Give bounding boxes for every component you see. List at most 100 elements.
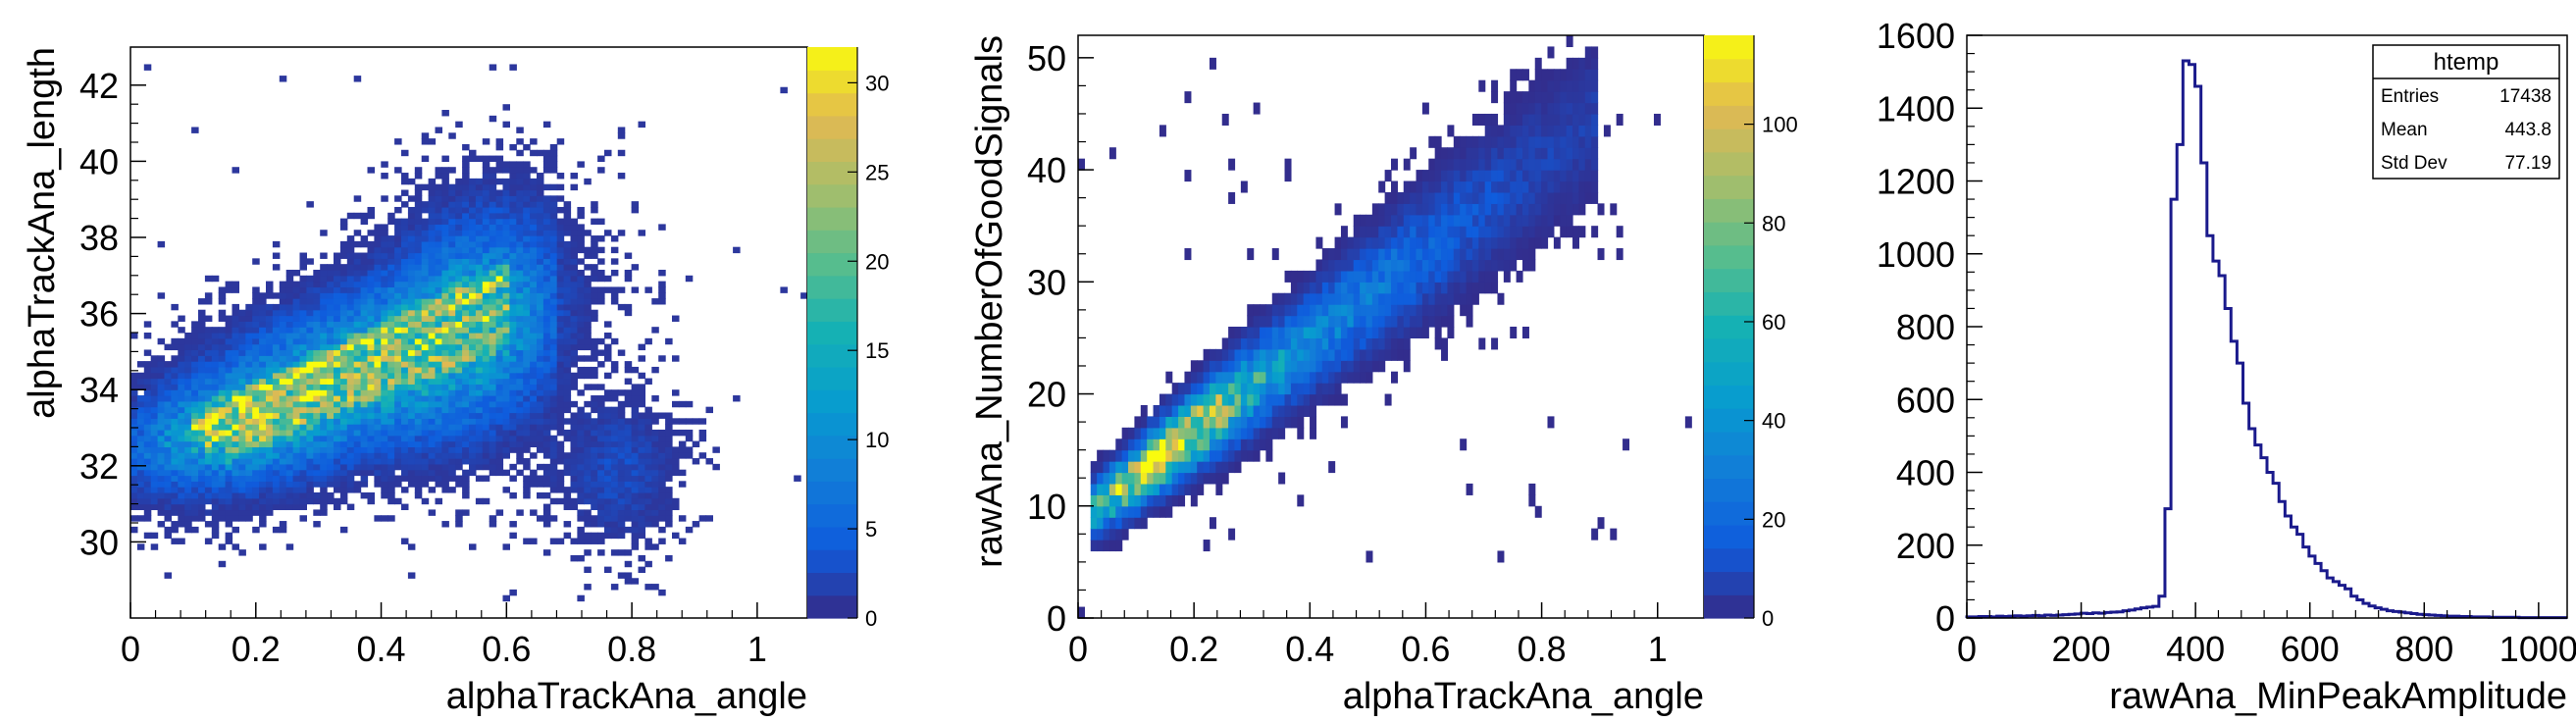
heatmap-cell — [469, 240, 477, 248]
heatmap-cell — [339, 366, 348, 374]
heatmap-cell — [414, 418, 423, 425]
heatmap-cell — [339, 429, 348, 437]
heatmap-cell — [353, 269, 362, 277]
heatmap-cell — [577, 286, 585, 293]
heatmap-cell — [252, 315, 260, 322]
heatmap-cell — [1497, 158, 1505, 171]
heatmap-cell — [1441, 282, 1449, 294]
heatmap-cell — [509, 173, 517, 180]
heatmap-cell — [563, 458, 572, 465]
heatmap-cell — [266, 372, 274, 380]
heatmap-cell — [435, 127, 442, 133]
heatmap-cell — [482, 497, 490, 505]
heatmap-cell — [638, 554, 645, 562]
heatmap-cell — [1378, 348, 1386, 361]
heatmap-cell — [455, 309, 463, 317]
heatmap-cell — [191, 475, 199, 482]
heatmap-cell — [225, 361, 233, 368]
heatmap-cell — [1121, 505, 1129, 518]
heatmap-cell — [387, 452, 395, 459]
heatmap-cell — [462, 327, 470, 334]
heatmap-cell — [441, 475, 449, 482]
x-tick-label: 1 — [747, 629, 767, 669]
heatmap-cell — [678, 418, 687, 425]
heatmap-cell — [198, 440, 206, 447]
heatmap-cell — [537, 475, 544, 482]
heatmap-cell — [218, 429, 227, 437]
heatmap-cell — [1447, 248, 1455, 261]
heatmap-cell — [542, 395, 551, 402]
heatmap-cell — [435, 349, 442, 356]
heatmap-cell — [1491, 248, 1499, 261]
heatmap-cell — [204, 327, 213, 334]
heatmap-cell — [549, 343, 558, 351]
heatmap-cell — [482, 218, 490, 226]
heatmap-cell — [1441, 337, 1449, 350]
heatmap-cell — [327, 343, 335, 351]
heatmap-cell — [292, 406, 301, 414]
heatmap-cell — [130, 378, 138, 385]
heatmap-cell — [475, 218, 484, 226]
heatmap-cell — [401, 452, 409, 459]
heatmap-cell — [211, 515, 220, 522]
heatmap-cell — [1534, 203, 1542, 216]
heatmap-cell — [1147, 416, 1155, 429]
heatmap-cell — [266, 333, 274, 339]
heatmap-cell — [313, 321, 321, 328]
heatmap-cell — [516, 252, 524, 259]
heatmap-cell — [259, 400, 267, 408]
heatmap-cell — [495, 258, 504, 265]
heatmap-cell — [353, 292, 362, 299]
heatmap-cell — [523, 389, 531, 396]
heatmap-cell — [1560, 113, 1568, 126]
heatmap-cell — [346, 355, 355, 362]
heatmap-cell — [374, 264, 382, 271]
heatmap-cell — [542, 475, 551, 482]
heatmap-cell — [1403, 248, 1411, 261]
heatmap-cell — [1484, 180, 1492, 193]
heatmap-cell — [1384, 191, 1392, 204]
heatmap-cell — [577, 481, 585, 488]
heatmap-cell — [367, 400, 375, 408]
x-tick-label: 0.8 — [1518, 629, 1567, 669]
heatmap-cell — [136, 418, 145, 425]
heatmap-cell — [285, 543, 294, 550]
heatmap-cell — [360, 491, 369, 499]
heatmap-cell — [1334, 327, 1342, 339]
heatmap-cell — [462, 224, 470, 231]
heatmap-cell — [665, 424, 673, 431]
heatmap-cell — [136, 503, 145, 511]
heatmap-cell — [597, 481, 605, 488]
heatmap-cell — [1378, 282, 1386, 294]
heatmap-cell — [150, 429, 159, 437]
heatmap-cell — [164, 515, 172, 522]
heatmap-cell — [469, 333, 477, 339]
heatmap-cell — [136, 361, 145, 368]
heatmap-cell — [306, 429, 314, 437]
heatmap-cell — [530, 333, 538, 339]
heatmap-cell — [191, 491, 199, 499]
heatmap-cell — [238, 355, 246, 362]
heatmap-cell — [1215, 472, 1223, 485]
heatmap-cell — [1553, 158, 1561, 171]
heatmap-cell — [143, 424, 152, 431]
heatmap-cell — [537, 400, 544, 408]
heatmap-cell — [489, 389, 497, 396]
heatmap-cell — [299, 424, 307, 431]
heatmap-cell — [1090, 483, 1098, 495]
heatmap-cell — [285, 491, 294, 499]
heatmap-cell — [1328, 393, 1336, 406]
heatmap-cell — [225, 429, 233, 437]
heatmap-cell — [1384, 393, 1392, 406]
heatmap-cell — [516, 269, 524, 277]
heatmap-cell — [631, 452, 640, 459]
heatmap-cell — [327, 469, 335, 477]
heatmap-cell — [530, 183, 538, 191]
heatmap-cell — [1566, 226, 1573, 238]
heatmap-cell — [157, 429, 166, 437]
heatmap-cell — [1510, 259, 1518, 272]
heatmap-cell — [563, 361, 572, 368]
heatmap-cell — [482, 418, 490, 425]
heatmap-cell — [381, 395, 388, 402]
heatmap-cell — [556, 440, 565, 447]
